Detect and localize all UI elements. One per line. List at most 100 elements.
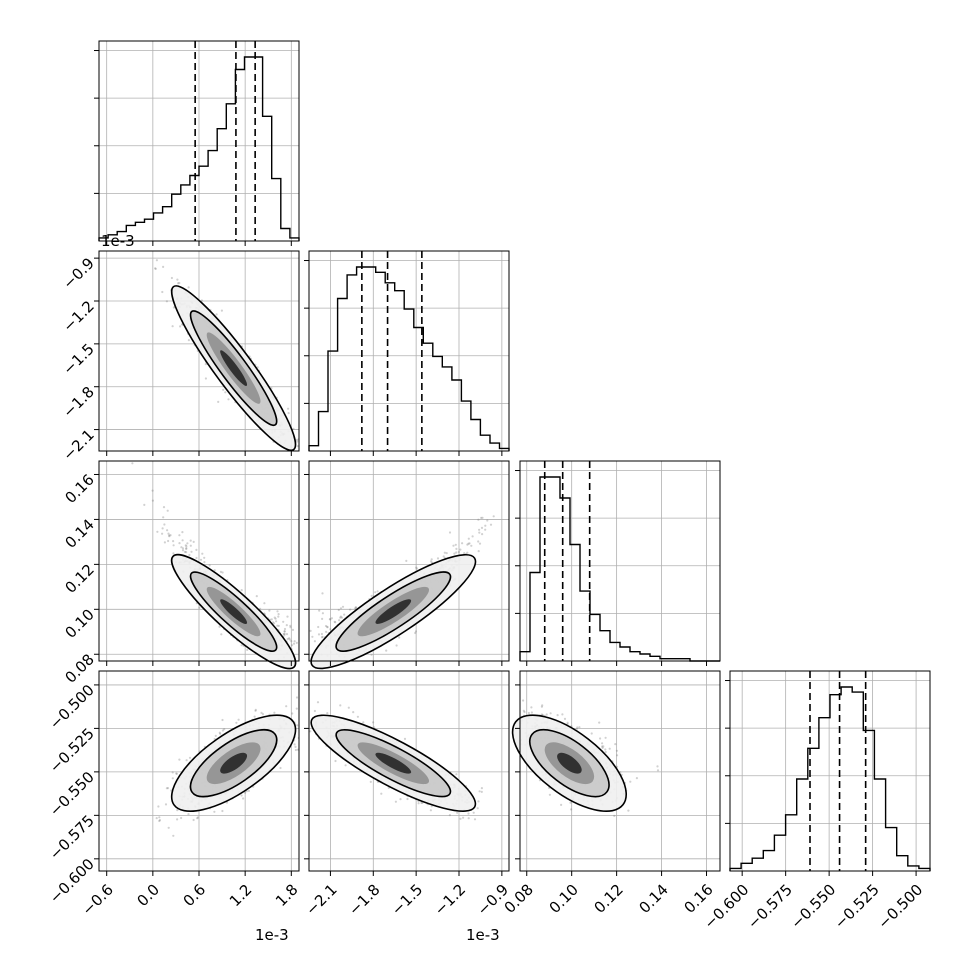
scatter-point — [430, 805, 433, 808]
scatter-point — [481, 516, 484, 519]
panel-1-0-density-level — [220, 350, 248, 386]
scatter-point — [293, 648, 295, 650]
scatter-point — [380, 792, 383, 795]
scatter-point — [171, 777, 174, 780]
scatter-point — [295, 707, 298, 710]
scatter-point — [276, 610, 279, 613]
scatter-point — [178, 758, 181, 761]
scatter-point — [510, 496, 512, 498]
scatter-point — [455, 773, 458, 776]
scatter-point — [268, 609, 271, 612]
scatter-point — [301, 729, 303, 731]
scatter-point — [291, 712, 294, 715]
scatter-point — [436, 557, 440, 560]
scatter-point — [164, 803, 168, 806]
scatter-point — [461, 542, 464, 545]
scatter-point — [221, 809, 224, 813]
scatter-point — [185, 545, 188, 548]
scatter-point — [189, 544, 192, 547]
scatter-point — [376, 590, 379, 593]
scatter-point — [292, 427, 295, 430]
scatter-point — [283, 633, 286, 637]
scatter-point — [303, 650, 305, 652]
scatter-point — [277, 613, 280, 616]
scatter-point — [175, 772, 178, 775]
scatter-point — [492, 515, 495, 518]
scatter-point — [294, 745, 297, 749]
scatter-point — [296, 748, 299, 751]
scatter-point — [295, 696, 299, 699]
scatter-point — [339, 615, 342, 618]
scatter-point — [362, 721, 365, 724]
scatter-point — [468, 542, 471, 545]
scatter-point — [318, 609, 321, 612]
scatter-point — [329, 628, 332, 631]
scatter-point — [305, 630, 307, 632]
scatter-point — [188, 756, 192, 759]
scatter-point — [274, 617, 277, 620]
scatter-point — [171, 771, 174, 774]
scatter-point — [601, 745, 604, 748]
scatter-point — [156, 530, 159, 533]
scatter-point — [218, 625, 221, 628]
scatter-point — [417, 802, 420, 805]
scatter-point — [220, 309, 223, 312]
scatter-point — [185, 551, 188, 554]
scatter-point — [656, 765, 659, 768]
scatter-point — [561, 713, 564, 716]
scatter-point — [326, 625, 329, 629]
scatter-point — [282, 632, 285, 636]
scatter-point — [190, 550, 193, 553]
scatter-point — [185, 547, 188, 551]
scatter-point — [285, 624, 288, 627]
scatter-point — [477, 550, 480, 553]
scatter-point — [151, 499, 154, 502]
scatter-point — [321, 617, 324, 621]
scatter-point — [290, 640, 293, 643]
panel-2-0-density-level — [220, 599, 248, 624]
scatter-point — [321, 612, 324, 615]
scatter-point — [334, 759, 337, 763]
scatter-point — [282, 620, 285, 623]
scatter-point — [131, 462, 134, 465]
scatter-point — [339, 616, 342, 619]
scatter-point — [157, 805, 160, 808]
scatter-point — [489, 523, 493, 526]
scatter-point — [453, 552, 456, 555]
scatter-point — [486, 519, 489, 522]
scatter-point — [306, 616, 308, 618]
scatter-point — [478, 531, 481, 534]
scatter-point — [347, 706, 350, 709]
scatter-point — [455, 547, 458, 551]
panel-2-1-density-level — [375, 599, 412, 624]
scatter-point — [286, 615, 289, 618]
scatter-point — [563, 717, 567, 721]
scatter-point — [242, 797, 245, 800]
scatter-point — [221, 571, 224, 574]
scatter-point — [172, 306, 175, 309]
scatter-point — [477, 800, 480, 803]
scatter-point — [270, 618, 273, 621]
scatter-point — [566, 721, 569, 724]
scatter-point — [317, 633, 321, 636]
scatter-point — [294, 748, 297, 752]
scatter-point — [255, 595, 258, 598]
scatter-point — [338, 619, 341, 622]
scatter-point — [293, 743, 296, 746]
scatter-point — [301, 728, 303, 730]
scatter-point — [321, 592, 324, 595]
scatter-point — [406, 797, 409, 801]
scatter-point — [283, 632, 286, 635]
scatter-point — [254, 708, 257, 712]
scatter-point — [306, 484, 308, 486]
scatter-point — [296, 445, 299, 448]
scatter-point — [259, 607, 262, 610]
scatter-point — [195, 548, 198, 552]
scatter-point — [395, 644, 398, 647]
scatter-point — [214, 734, 217, 738]
scatter-point — [178, 534, 181, 537]
scatter-point — [467, 812, 470, 815]
scatter-point — [192, 818, 195, 822]
scatter-point — [530, 706, 533, 709]
scatter-point — [172, 552, 175, 555]
